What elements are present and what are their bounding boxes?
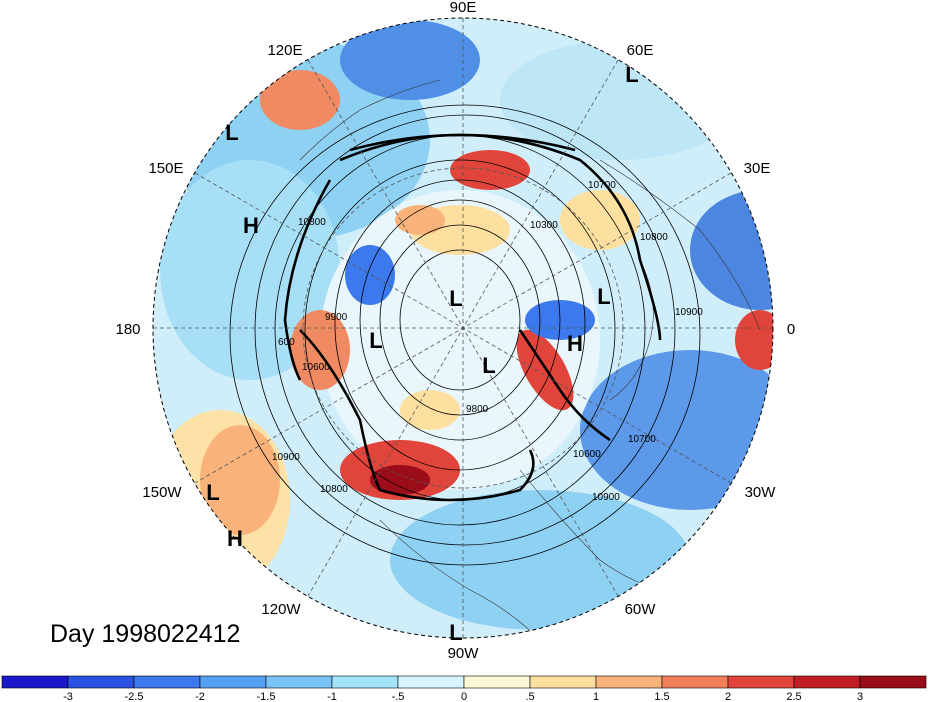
colorbar-box: [529, 675, 597, 689]
pressure-center-label: L: [597, 284, 610, 309]
height-contours: [229, 104, 701, 566]
jet-contours: [283, 133, 662, 502]
lon-label-60e: 60E: [627, 42, 654, 59]
lon-label-150e: 150E: [148, 160, 183, 177]
pressure-center-label: L: [206, 480, 219, 505]
pressure-center-label: L: [225, 120, 238, 145]
pressure-center-label: L: [449, 620, 462, 645]
contour-label: 10700: [588, 180, 616, 191]
colorbar-tick-label: -2.5: [125, 691, 144, 702]
colorbar-tick-label: 1.5: [654, 691, 669, 702]
colorbar-ticks: -3 -2.5 -2 -1.5 -1 -.5 0 .5 1 1.5 2 2.5 3: [63, 691, 863, 702]
contour-label: 10800: [320, 484, 348, 495]
colorbar-box: [133, 675, 201, 689]
contour-label: 10700: [628, 434, 656, 445]
contour-label: 10600: [573, 449, 601, 460]
date-title: Day 1998022412: [50, 620, 241, 648]
pressure-center-label: L: [482, 353, 495, 378]
colorbar-box: [331, 675, 399, 689]
pressure-center-label: L: [449, 286, 462, 311]
coastlines: [299, 79, 761, 638]
polar-map: 90E 60E 120E 30E 150E 180 0 150W 30W 120…: [115, 0, 795, 662]
lon-label-30w: 30W: [745, 484, 777, 501]
colorbar-box: [595, 675, 663, 689]
lon-label-180: 180: [115, 321, 140, 338]
longitude-labels: 90E 60E 120E 30E 150E 180 0 150W 30W 120…: [115, 0, 795, 662]
contour-label: 10900: [592, 492, 620, 503]
contour-label: 10900: [272, 452, 300, 463]
colorbar-tick-label: -.5: [392, 691, 405, 702]
contour-label: 9800: [466, 404, 489, 415]
colorbar: -3 -2.5 -2 -1.5 -1 -.5 0 .5 1 1.5 2 2.5 3: [1, 675, 927, 702]
colorbar-box: [727, 675, 795, 689]
colorbar-box: [397, 675, 465, 689]
contour-label: 10800: [640, 232, 668, 243]
colorbar-tick-label: -2: [195, 691, 205, 702]
pressure-center-label: H: [243, 213, 259, 238]
pressure-centers: L L H L L H L L L H L: [206, 62, 638, 645]
lon-label-30e: 30E: [744, 160, 771, 177]
lon-label-120e: 120E: [267, 42, 302, 59]
contour-labels: 10300 10700 10800 10800 10900 9900 10600…: [272, 180, 703, 503]
colorbar-tick-label: 2: [725, 691, 731, 702]
colorbar-tick-label: -1.5: [257, 691, 276, 702]
anomaly-field: [153, 18, 773, 638]
lon-label-120w: 120W: [261, 601, 301, 618]
colorbar-tick-label: 2.5: [786, 691, 801, 702]
lon-label-150w: 150W: [142, 484, 182, 501]
colorbar-box: [1, 675, 69, 689]
pressure-center-label: H: [227, 526, 243, 551]
colorbar-tick-label: 1: [593, 691, 599, 702]
contour-label: 10800: [298, 217, 326, 228]
colorbar-box: [265, 675, 333, 689]
pressure-center-label: H: [567, 331, 583, 356]
map-boundary: [152, 17, 774, 639]
colorbar-box: [463, 675, 531, 689]
colorbar-tick-label: 3: [857, 691, 863, 702]
colorbar-box: [793, 675, 861, 689]
pressure-center-label: L: [625, 62, 638, 87]
colorbar-tick-label: -3: [63, 691, 73, 702]
colorbar-box: [67, 675, 135, 689]
graticule: [153, 18, 773, 638]
colorbar-tick-label: .5: [525, 691, 534, 702]
contour-label: 10300: [530, 220, 558, 231]
colorbar-tick-label: 0: [461, 691, 467, 702]
contour-label: 10900: [675, 307, 703, 318]
lon-label-0: 0: [787, 321, 795, 338]
colorbar-box: [199, 675, 267, 689]
contour-label: 10600: [302, 362, 330, 373]
colorbar-tick-label: -1: [327, 691, 337, 702]
lon-label-90w: 90W: [448, 645, 480, 662]
lon-label-90e: 90E: [450, 0, 477, 16]
colorbar-box: [661, 675, 729, 689]
contour-label: 9900: [325, 312, 348, 323]
pressure-center-label: L: [369, 328, 382, 353]
lon-label-60w: 60W: [625, 601, 657, 618]
colorbar-boxes: [1, 675, 927, 689]
contour-label: 600: [278, 337, 295, 348]
colorbar-box: [859, 675, 927, 689]
